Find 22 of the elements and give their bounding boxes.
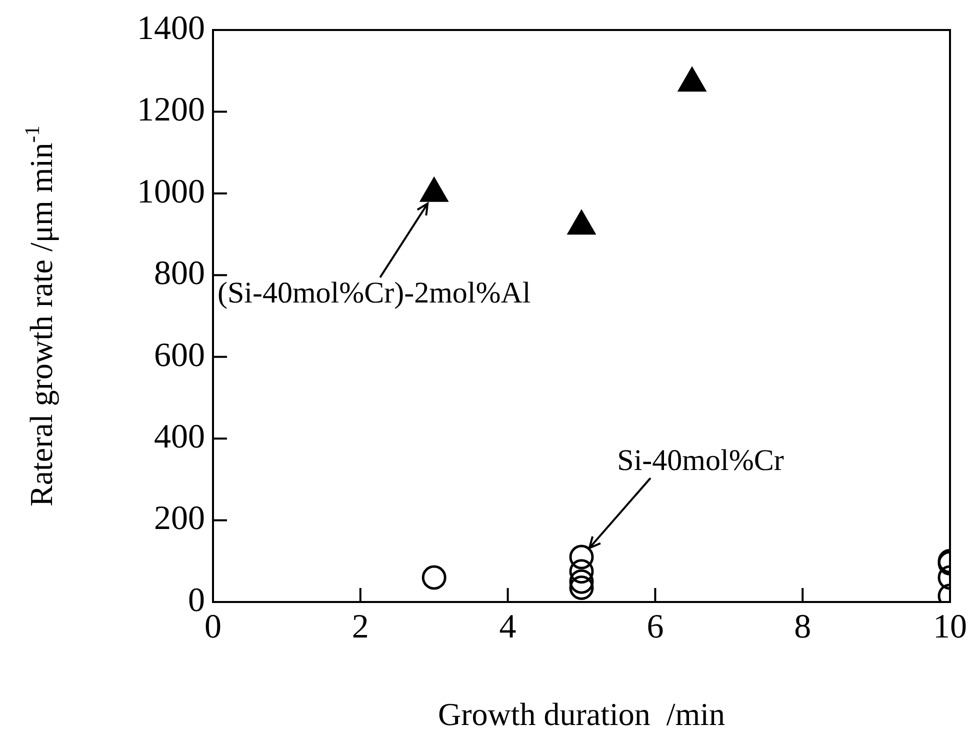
point xyxy=(569,575,594,600)
y-tick-label: 600 xyxy=(154,336,205,374)
point xyxy=(569,559,594,584)
point xyxy=(569,569,594,594)
y-tick-label: 1400 xyxy=(137,10,205,47)
x-tick-label: 6 xyxy=(646,608,664,646)
y-tick-label: 800 xyxy=(154,255,205,292)
y-tick-label: 400 xyxy=(154,418,205,456)
x-tick-label: 4 xyxy=(499,608,516,646)
point xyxy=(569,544,594,570)
x-tick-label: 2 xyxy=(352,608,369,646)
annotation: Si-40mol%Cr xyxy=(617,444,784,478)
x-tick-label: 8 xyxy=(794,608,812,646)
y-tick-label: 200 xyxy=(154,500,205,538)
y-axis-title: Rateral growth rate /μm min-1 xyxy=(21,125,59,507)
x-axis-title: Growth duration /min xyxy=(438,696,726,732)
annotation: (Si-40mol%Cr)-2mol%Al xyxy=(217,276,531,310)
y-tick-label: 0 xyxy=(188,582,205,619)
x-tick-label: 10 xyxy=(933,608,967,646)
y-tick-label: 1200 xyxy=(137,92,205,129)
point xyxy=(567,210,596,235)
y-tick-label: 1000 xyxy=(137,173,205,210)
